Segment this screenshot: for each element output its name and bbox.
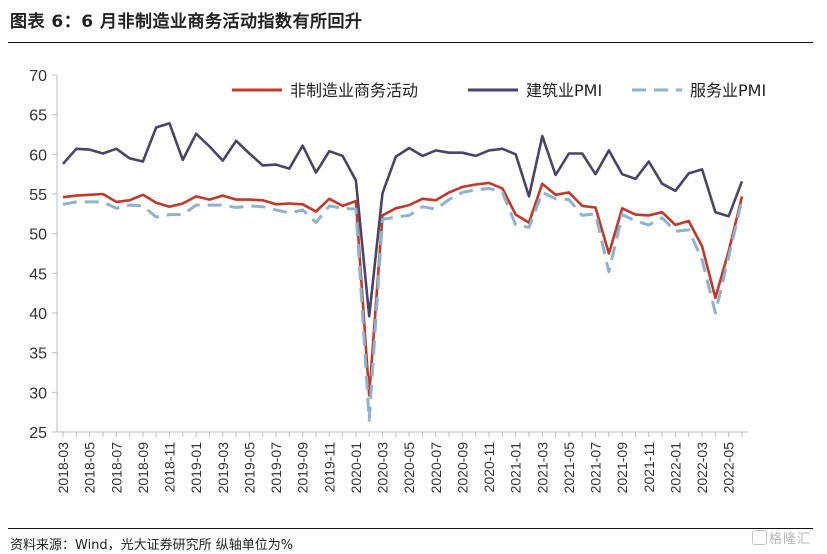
series-line-2 <box>62 186 744 422</box>
footer-divider <box>8 528 813 529</box>
x-tick-label: 2018-03 <box>55 442 71 494</box>
x-tick-label: 2018-05 <box>82 442 98 494</box>
x-tick-label: 2021-07 <box>588 442 604 494</box>
y-tick-label: 55 <box>29 187 47 204</box>
x-tick-label: 2019-01 <box>188 442 204 494</box>
legend-label-0: 非制造业商务活动 <box>290 81 418 100</box>
x-tick-label: 2021-03 <box>534 442 550 494</box>
series-line-1 <box>62 122 744 318</box>
legend: 非制造业商务活动 建筑业PMI 服务业PMI <box>232 81 766 100</box>
x-tick-label: 2021-09 <box>614 442 630 494</box>
y-tick-label: 30 <box>29 385 47 402</box>
x-tick-label: 2019-03 <box>215 442 231 494</box>
x-tick-label: 2019-07 <box>268 442 284 494</box>
watermark-text: 格隆汇 <box>769 532 812 547</box>
x-tick-label: 2022-05 <box>721 442 737 494</box>
x-tick-label: 2019-05 <box>241 442 257 494</box>
x-tick-label: 2020-11 <box>481 442 497 493</box>
watermark-logo-icon <box>752 530 767 545</box>
legend-label-1: 建筑业PMI <box>526 81 602 100</box>
x-tick-label: 2018-07 <box>108 442 124 494</box>
x-tick-label: 2020-03 <box>375 442 391 494</box>
legend-label-2: 服务业PMI <box>690 81 766 100</box>
y-tick-label: 45 <box>29 266 47 283</box>
source-note: 资料来源：Wind，光大证券研究所 纵轴单位为% <box>10 538 294 553</box>
x-tick-label: 2020-07 <box>428 442 444 494</box>
x-tick-label: 2021-05 <box>561 442 577 494</box>
x-tick-label: 2020-09 <box>454 442 470 494</box>
title-divider <box>8 42 813 43</box>
y-tick-label: 65 <box>29 108 47 125</box>
x-axis: 2018-03 2018-05 2018-07 2018-09 2018-11 2019-… <box>55 431 748 494</box>
y-tick-label: 70 <box>29 68 47 85</box>
x-tick-label: 2018-09 <box>135 442 151 494</box>
x-tick-label: 2020-05 <box>401 442 417 494</box>
y-tick-label: 60 <box>29 147 47 164</box>
series-layer <box>62 122 744 422</box>
figure-title: 图表 6：6 月非制造业商务活动指数有所回升 <box>10 12 363 32</box>
y-axis: 25 30 35 40 45 50 55 60 65 70 <box>29 68 58 442</box>
watermark: 格隆汇 <box>752 528 811 547</box>
series-line-0 <box>62 181 744 397</box>
x-tick-label: 2019-09 <box>295 442 311 494</box>
x-tick-label: 2022-01 <box>667 442 683 494</box>
y-tick-label: 40 <box>29 306 47 323</box>
y-tick-label: 50 <box>29 227 47 244</box>
x-tick-label: 2020-01 <box>348 442 364 494</box>
x-tick-label: 2019-11 <box>321 442 337 493</box>
y-tick-label: 25 <box>29 425 47 442</box>
x-tick-label: 2018-11 <box>162 442 178 493</box>
x-tick-label: 2021-01 <box>508 442 524 494</box>
x-tick-label: 2021-11 <box>641 442 657 493</box>
x-tick-label: 2022-03 <box>694 442 710 494</box>
y-tick-label: 35 <box>29 346 47 363</box>
